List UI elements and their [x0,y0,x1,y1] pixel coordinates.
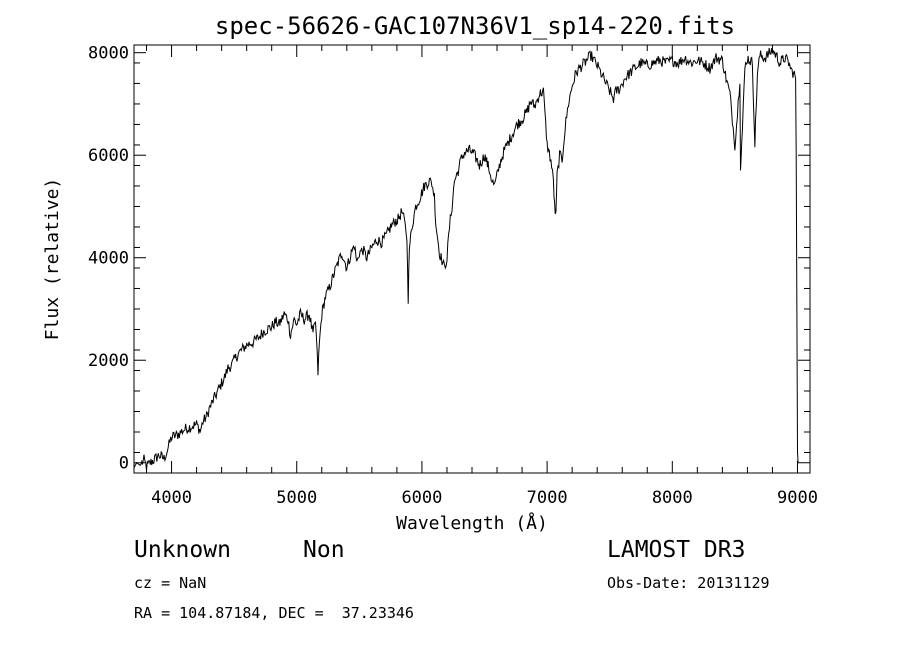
axes [133,44,811,474]
obs-date: Obs-Date: 20131129 [607,574,770,592]
object-subclass: Non [303,537,345,563]
plot-frame [133,44,811,474]
x-tick-label: 6000 [401,488,442,508]
x-tick-label: 5000 [276,488,317,508]
x-tick-label: 8000 [652,488,693,508]
redshift-cz: cz = NaN [134,574,207,592]
x-axis-label: Wavelength (Å) [396,512,548,534]
y-tick-label: 4000 [88,249,129,269]
y-tick-label: 8000 [88,44,129,64]
y-tick-label: 0 [119,454,129,474]
y-axis-label: Flux (relative) [42,178,63,341]
chart-title: spec-56626-GAC107N36V1_sp14-220.fits [215,12,735,40]
y-tick-label: 2000 [88,351,129,371]
spectrum-line [133,47,799,471]
x-tick-label: 9000 [777,488,818,508]
object-class: Unknown [134,537,231,563]
survey-name: LAMOST DR3 [607,537,746,563]
y-tick-label: 6000 [88,146,129,166]
x-tick-label: 4000 [151,488,192,508]
series-layer [133,47,799,471]
x-tick-label: 7000 [527,488,568,508]
coordinates: RA = 104.87184, DEC = 37.23346 [134,604,414,622]
chart-text: 4000 5000 6000 7000 8000 9000 0 2000 4000 6000 800… [42,12,818,534]
